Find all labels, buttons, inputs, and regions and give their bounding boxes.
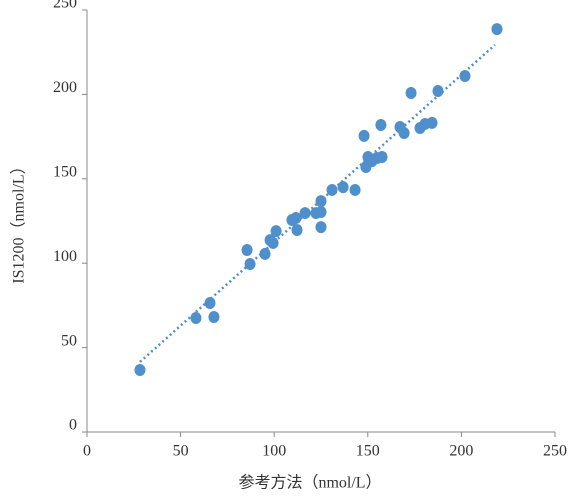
x-tick-label: 100 <box>262 443 286 460</box>
point <box>315 221 327 234</box>
point <box>426 116 438 129</box>
point <box>208 311 220 324</box>
point <box>244 258 256 271</box>
point <box>349 183 361 196</box>
y-tick-label: 0 <box>69 417 77 434</box>
point <box>315 195 327 208</box>
point <box>259 247 271 260</box>
point <box>337 181 349 194</box>
point <box>299 207 311 220</box>
point <box>241 244 253 257</box>
x-tick-label: 0 <box>83 443 91 460</box>
y-tick-label: 250 <box>53 0 77 12</box>
point <box>190 312 202 325</box>
x-tick-label: 150 <box>356 443 380 460</box>
point <box>459 70 471 83</box>
point <box>432 85 444 98</box>
point <box>405 87 417 100</box>
y-tick-label: 50 <box>61 332 77 349</box>
x-tick-label: 50 <box>173 443 189 460</box>
x-tick-label: 200 <box>449 443 473 460</box>
point <box>204 297 216 310</box>
trendline <box>139 44 496 363</box>
point <box>291 223 303 236</box>
y-tick-label: 200 <box>53 79 77 96</box>
y-axis-label: IS1200（nmol/L） <box>10 158 28 283</box>
point <box>134 364 146 377</box>
point <box>376 151 388 164</box>
point <box>375 118 387 131</box>
point <box>315 206 327 219</box>
point <box>270 225 282 238</box>
point <box>358 129 370 142</box>
point <box>491 23 503 36</box>
x-axis-label: 参考方法（nmol/L） <box>238 474 381 492</box>
point <box>267 236 279 249</box>
point <box>398 127 410 140</box>
point <box>290 211 302 224</box>
y-tick-label: 100 <box>53 248 77 265</box>
point <box>326 183 338 196</box>
x-tick-label: 250 <box>543 443 567 460</box>
y-tick-label: 150 <box>53 163 77 180</box>
